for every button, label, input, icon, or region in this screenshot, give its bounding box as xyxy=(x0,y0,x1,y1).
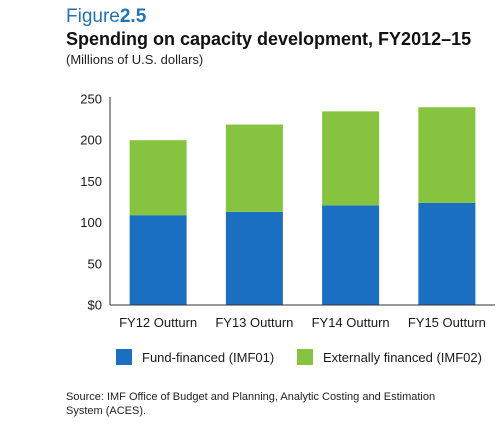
bar-externally-financed xyxy=(129,140,187,216)
legend: Fund-financed (IMF01) Externally finance… xyxy=(0,349,500,369)
y-tick-label: 200 xyxy=(80,133,102,148)
legend-item-externally-financed: Externally financed (IMF02) xyxy=(297,349,482,365)
figure-prefix: Figure xyxy=(66,6,120,27)
bar-series xyxy=(129,107,476,305)
y-tick-label: 250 xyxy=(80,92,102,107)
chart-subtitle: (Millions of U.S. dollars) xyxy=(66,52,204,67)
bar-fund-financed xyxy=(418,202,476,305)
chart-title: Spending on capacity development, FY2012… xyxy=(66,29,472,49)
x-tick-label: FY14 Outturn xyxy=(312,315,390,330)
y-tick-label: 100 xyxy=(80,215,102,230)
x-tick-label: FY15 Outturn xyxy=(408,315,486,330)
x-axis: FY12 Outturn FY13 Outturn FY14 Outturn FY15… xyxy=(110,304,495,330)
x-tick-label: FY12 Outturn xyxy=(119,315,197,330)
y-tick-label: 150 xyxy=(80,174,102,189)
bar-externally-financed xyxy=(418,107,476,203)
bar-chart: $0 50 100 150 200 250 FY12 Outturn FY13 Outtur… xyxy=(80,92,495,330)
bar-fund-financed xyxy=(225,211,283,305)
y-axis: $0 50 100 150 200 250 xyxy=(80,92,111,313)
bar-fund-financed xyxy=(129,215,187,305)
legend-item-fund-financed: Fund-financed (IMF01) xyxy=(116,349,274,365)
source-note: Source: IMF Office of Budget and Plannin… xyxy=(66,391,436,417)
bar-fund-financed xyxy=(322,205,380,305)
x-tick-label: FY13 Outturn xyxy=(215,315,293,330)
figure-number: 2.5 xyxy=(119,6,147,27)
bar-externally-financed xyxy=(322,111,380,206)
legend-swatch-fund-financed xyxy=(116,349,132,365)
legend-label-externally-financed: Externally financed (IMF02) xyxy=(323,349,482,365)
legend-swatch-externally-financed xyxy=(297,349,313,365)
legend-label-fund-financed: Fund-financed (IMF01) xyxy=(142,349,275,365)
figure-label: Figure2.5 xyxy=(66,6,146,28)
bar-externally-financed xyxy=(225,124,283,212)
y-tick-label: $0 xyxy=(88,298,102,313)
y-tick-label: 50 xyxy=(88,256,102,271)
